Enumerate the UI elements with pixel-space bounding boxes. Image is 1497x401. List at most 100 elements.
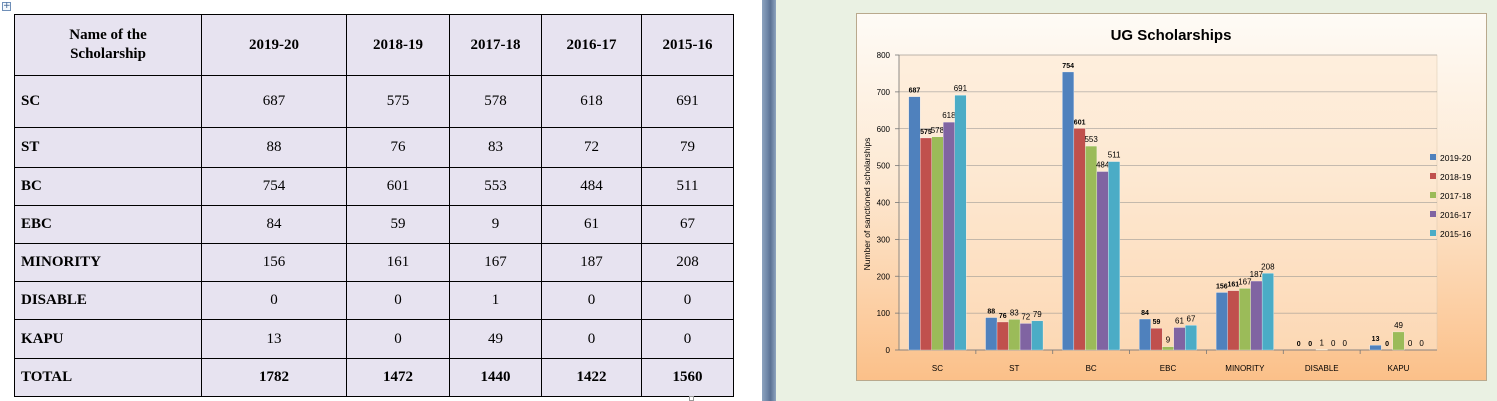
table-resize-handle[interactable] — [689, 396, 694, 401]
row-value: 1440 — [449, 358, 542, 397]
bar-2019-20-SC — [908, 96, 921, 351]
bar-2015-16-SC — [954, 95, 967, 351]
y-tick-label: 500 — [877, 162, 891, 171]
legend-label: 2019-20 — [1440, 153, 1471, 163]
document-page: + Name of the Scholarship 2019-20 2018-1… — [2, 1, 734, 401]
table-header-row: Name of the Scholarship 2019-20 2018-19 … — [14, 14, 734, 76]
data-label: 754 — [1062, 63, 1074, 70]
data-label: 84 — [1141, 310, 1149, 317]
header-year: 2016-17 — [541, 14, 642, 76]
row-value: 0 — [541, 319, 642, 359]
chart-container[interactable]: UG Scholarships Number of sanctioned sch… — [856, 13, 1487, 381]
row-value: 208 — [641, 243, 734, 282]
legend-label: 2017-18 — [1440, 191, 1471, 201]
row-value: 754 — [201, 167, 347, 206]
data-label: 0 — [1419, 339, 1424, 348]
data-label: 13 — [1372, 336, 1380, 343]
plot-area: 0100200300400500600700800SC6875755786186… — [877, 51, 1438, 373]
legend-swatch — [1430, 230, 1436, 236]
bar-2017-18-KAPU — [1392, 331, 1405, 351]
row-value: 575 — [346, 75, 450, 128]
bar-2018-19-EBC — [1150, 328, 1163, 351]
scholarship-table: Name of the Scholarship 2019-20 2018-19 … — [14, 14, 734, 397]
bar-2019-20-BC — [1062, 71, 1075, 351]
y-tick-label: 600 — [877, 125, 891, 134]
data-label: 0 — [1331, 339, 1336, 348]
data-label: 0 — [1297, 341, 1301, 348]
data-label: 72 — [1021, 312, 1030, 321]
bar-2017-18-MINORITY — [1238, 288, 1251, 351]
x-tick-label: DISABLE — [1305, 364, 1339, 373]
table-move-handle-icon[interactable]: + — [2, 1, 11, 11]
bar-2019-20-MINORITY — [1215, 292, 1228, 351]
legend-swatch — [1430, 192, 1436, 198]
y-tick-label: 300 — [877, 235, 891, 244]
header-year: 2015-16 — [641, 14, 734, 76]
row-value: 618 — [541, 75, 642, 128]
table-row: ST 88 76 83 72 79 — [14, 127, 734, 168]
data-label: 187 — [1250, 270, 1264, 279]
row-value: 161 — [346, 243, 450, 282]
bar-2015-16-ST — [1031, 320, 1044, 351]
y-tick-label: 800 — [877, 51, 891, 60]
bar-2016-17-MINORITY — [1250, 280, 1263, 351]
data-label: 575 — [920, 129, 932, 136]
row-value: 0 — [641, 319, 734, 359]
header-year: 2017-18 — [449, 14, 542, 76]
row-value: 0 — [346, 319, 450, 359]
legend-label: 2018-19 — [1440, 172, 1471, 182]
row-label: ST — [14, 127, 202, 168]
row-value: 187 — [541, 243, 642, 282]
row-value: 76 — [346, 127, 450, 168]
data-label: 687 — [909, 88, 921, 95]
row-value: 687 — [201, 75, 347, 128]
row-value: 9 — [449, 205, 542, 244]
row-label: DISABLE — [14, 281, 202, 320]
bar-2017-18-BC — [1085, 145, 1098, 351]
row-value: 84 — [201, 205, 347, 244]
header-name-line2: Scholarship — [70, 46, 146, 62]
bar-2017-18-EBC — [1162, 346, 1174, 351]
row-label: TOTAL — [14, 358, 202, 397]
row-label: MINORITY — [14, 243, 202, 282]
table-row: MINORITY 156 161 167 187 208 — [14, 243, 734, 282]
bar-2017-18-SC — [931, 136, 944, 351]
row-value: 0 — [541, 281, 642, 320]
y-tick-label: 100 — [877, 309, 891, 318]
header-name-line1: Name of the — [69, 27, 147, 43]
row-label: KAPU — [14, 319, 202, 359]
data-label: 167 — [1238, 277, 1252, 286]
row-value: 578 — [449, 75, 542, 128]
data-label: 601 — [1074, 119, 1086, 126]
bar-2018-19-BC — [1073, 128, 1086, 351]
data-label: 88 — [987, 309, 995, 316]
bar-2015-16-BC — [1108, 161, 1121, 351]
data-label: 208 — [1261, 262, 1275, 271]
chart-title: UG Scholarships — [1111, 27, 1232, 44]
data-label: 49 — [1394, 321, 1403, 330]
x-tick-label: ST — [1009, 364, 1019, 373]
row-value: 484 — [541, 167, 642, 206]
row-value: 59 — [346, 205, 450, 244]
data-label: 1 — [1319, 339, 1324, 348]
row-value: 0 — [346, 281, 450, 320]
bar-chart: UG Scholarships Number of sanctioned sch… — [862, 27, 1471, 373]
header-year: 2018-19 — [346, 14, 450, 76]
row-value: 601 — [346, 167, 450, 206]
data-label: 0 — [1385, 341, 1389, 348]
data-label: 0 — [1308, 341, 1312, 348]
bar-2019-20-EBC — [1139, 318, 1151, 351]
bar-2015-16-MINORITY — [1261, 273, 1274, 351]
data-label: 79 — [1033, 310, 1042, 319]
data-label: 0 — [1408, 339, 1413, 348]
window-splitter[interactable] — [762, 0, 776, 401]
header-year: 2019-20 — [201, 14, 347, 76]
row-value: 67 — [641, 205, 734, 244]
row-label: EBC — [14, 205, 202, 244]
y-tick-label: 700 — [877, 88, 891, 97]
legend-label: 2015-16 — [1440, 229, 1471, 239]
row-value: 691 — [641, 75, 734, 128]
row-label: BC — [14, 167, 202, 206]
data-label: 161 — [1228, 282, 1240, 289]
bar-2019-20-KAPU — [1369, 345, 1382, 351]
